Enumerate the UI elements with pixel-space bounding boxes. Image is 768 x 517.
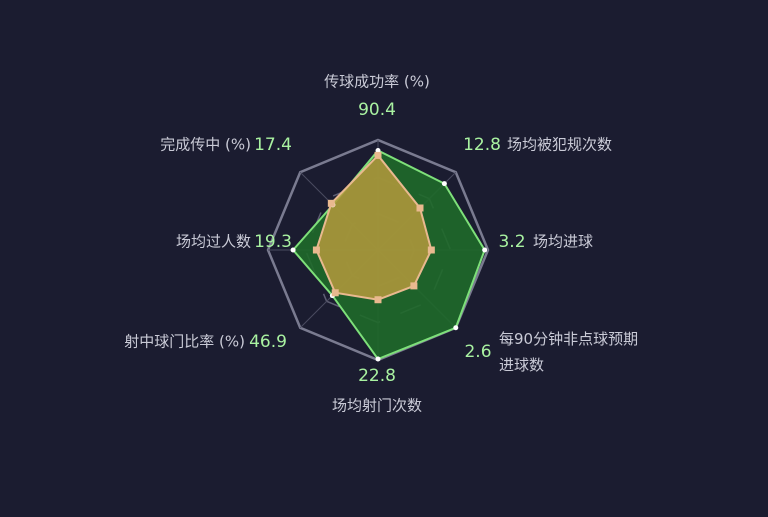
value-label: 90.4: [358, 100, 396, 120]
point: [441, 181, 447, 187]
axis-label: 场均过人数: [176, 233, 251, 251]
axis-label: 场均射门次数: [332, 397, 422, 415]
point: [312, 246, 320, 254]
axis-label: 射中球门比率 (%): [124, 333, 245, 351]
axis-label: 每90分钟非点球预期进球数: [499, 330, 639, 374]
point: [427, 246, 435, 254]
point: [453, 325, 459, 331]
point: [374, 296, 382, 304]
axis-label: 完成传中 (%): [160, 136, 251, 154]
point: [374, 151, 382, 159]
value-label: 17.4: [254, 135, 292, 155]
point: [331, 289, 339, 297]
value-label: 3.2: [498, 232, 525, 252]
value-label: 19.3: [254, 232, 292, 252]
value-label: 2.6: [464, 342, 491, 362]
axis-label: 传球成功率 (%): [324, 73, 430, 91]
value-label: 12.8: [463, 135, 501, 155]
value-label: 46.9: [249, 332, 287, 352]
point: [416, 204, 424, 212]
point: [410, 282, 418, 290]
point: [290, 247, 296, 253]
axis-label-box: 每90分钟非点球预期进球数: [499, 330, 639, 374]
axis-label: 场均进球: [533, 233, 593, 251]
point: [375, 356, 381, 362]
point: [327, 199, 335, 207]
point: [375, 148, 381, 154]
axis-label: 场均被犯规次数: [507, 136, 612, 154]
point: [482, 247, 488, 253]
value-label: 22.8: [358, 366, 396, 386]
